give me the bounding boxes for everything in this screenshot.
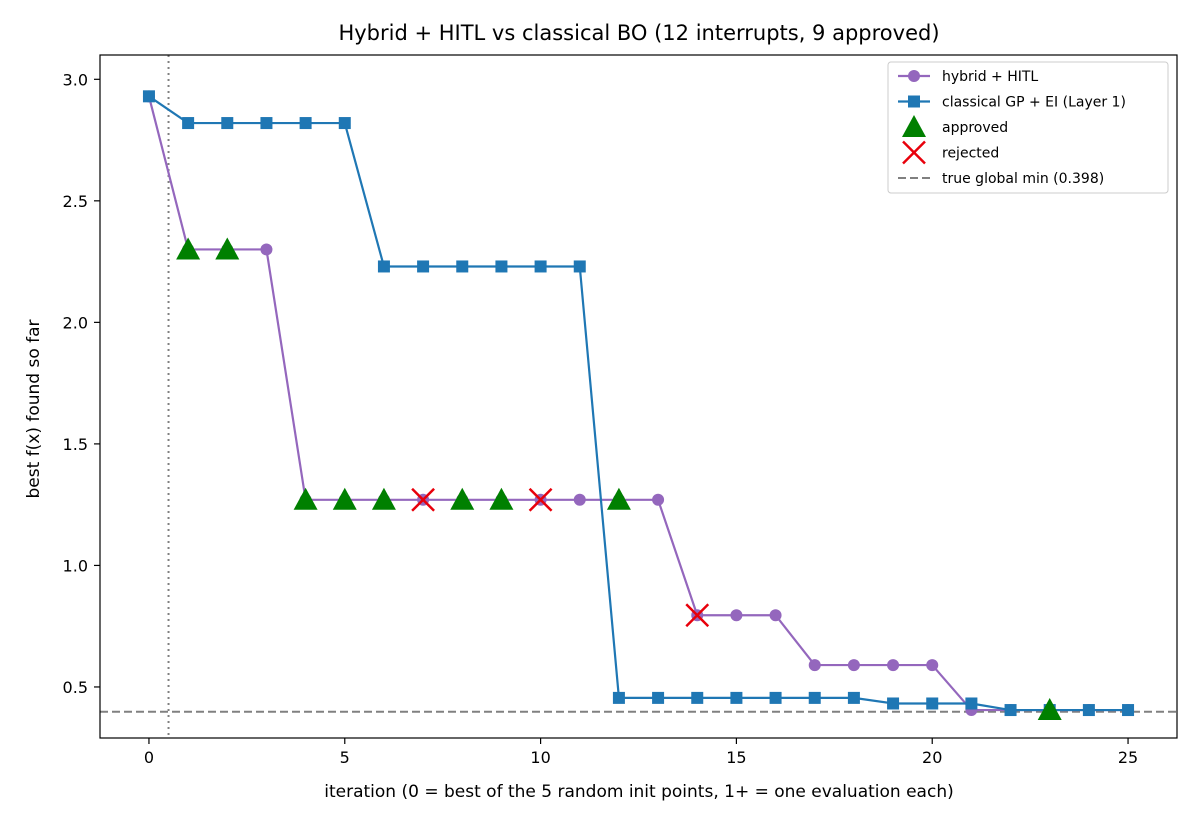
legend-entry-classical: classical GP + EI (Layer 1) [898, 95, 1126, 111]
hybrid-point [847, 659, 860, 672]
hybrid-point [652, 493, 665, 506]
chart-title: Hybrid + HITL vs classical BO (12 interr… [338, 21, 939, 45]
hybrid-point [573, 493, 586, 506]
legend-marker [902, 140, 926, 165]
legend-entry-hybrid: hybrid + HITL [898, 69, 1038, 85]
approved-marker [332, 487, 357, 510]
y-tick-label: 1.0 [63, 556, 88, 575]
classical-point [965, 697, 978, 710]
y-axis-label: best f(x) found so far [24, 319, 44, 498]
x-tick-label: 5 [340, 748, 350, 767]
x-tick-label: 0 [144, 748, 154, 767]
classical-point [1004, 704, 1017, 717]
classical-point [142, 90, 155, 103]
classical-point [691, 691, 704, 704]
rejected-marker-stroke [685, 603, 710, 628]
classical-point [926, 697, 939, 710]
hybrid-point [769, 609, 782, 622]
y-tick-label: 2.5 [63, 192, 88, 211]
rejected-marker-stroke [411, 487, 435, 512]
legend-entry-approved: approved [902, 115, 1008, 137]
classical-point [612, 691, 625, 704]
y-tick-label: 0.5 [63, 678, 88, 697]
classical-point [299, 117, 312, 130]
hybrid-point [926, 659, 939, 672]
legend-marker [908, 95, 920, 108]
classical-point [260, 117, 273, 130]
classical-point [887, 697, 900, 710]
x-tick-label: 15 [726, 748, 746, 767]
hybrid-point [887, 659, 900, 672]
classical-point [769, 691, 782, 704]
approved-marker [450, 487, 475, 510]
plot-area [100, 55, 1177, 738]
approved-marker [293, 487, 318, 510]
approved-marker [176, 237, 201, 260]
classical-point [456, 260, 469, 273]
classical-point [1122, 704, 1135, 717]
classical-point [417, 260, 430, 273]
x-tick-label: 25 [1118, 748, 1138, 767]
classical-point [534, 260, 547, 273]
classical-point [730, 691, 743, 704]
approved-marker [371, 487, 396, 510]
legend-entry-rejected: rejected [902, 140, 999, 165]
rejected-marker [411, 487, 435, 512]
legend-label: true global min (0.398) [942, 171, 1104, 187]
approved-marker [215, 237, 240, 260]
classical-point [573, 260, 586, 273]
classical-point [182, 117, 195, 130]
rejected-marker-stroke [902, 140, 926, 165]
approved-marker [489, 487, 514, 510]
legend-label: approved [942, 120, 1008, 136]
classical-point [808, 691, 821, 704]
x-axis-label: iteration (0 = best of the 5 random init… [324, 782, 953, 802]
classical-point [377, 260, 390, 273]
approved-marker [1037, 698, 1062, 721]
legend: hybrid + HITL classical GP + EI (Layer 1)… [887, 61, 1169, 194]
legend-label: classical GP + EI (Layer 1) [942, 95, 1126, 111]
legend-label: rejected [942, 146, 999, 162]
x-tick-label: 10 [530, 748, 550, 767]
classical-point [847, 691, 860, 704]
classical-point [495, 260, 508, 273]
classical-point [338, 117, 351, 130]
y-tick-label: 3.0 [63, 70, 88, 89]
legend-entry-global-min: true global min (0.398) [898, 171, 1104, 187]
legend-marker [902, 115, 926, 137]
legend-label: hybrid + HITL [942, 69, 1038, 85]
legend-box [887, 61, 1169, 194]
approved-marker [606, 487, 631, 510]
classical-point [652, 691, 665, 704]
y-tick-label: 1.5 [63, 435, 88, 454]
classical-point [1082, 704, 1095, 717]
x-tick-label: 20 [922, 748, 942, 767]
classical-point [221, 117, 234, 130]
rejected-marker-stroke [528, 487, 553, 512]
hybrid-point [730, 609, 743, 622]
hybrid-point [808, 659, 821, 672]
rejected-marker [685, 603, 710, 628]
hybrid-point [260, 243, 273, 256]
legend-marker [908, 70, 920, 82]
axes: 0 5 10 15 20 25 0.5 1.0 1.5 2.0 2.5 3.0 [63, 54, 1178, 767]
axes-frame [99, 54, 1178, 739]
series-line-1 [148, 95, 1129, 712]
y-tick-label: 2.0 [63, 313, 88, 332]
rejected-marker [528, 487, 553, 512]
